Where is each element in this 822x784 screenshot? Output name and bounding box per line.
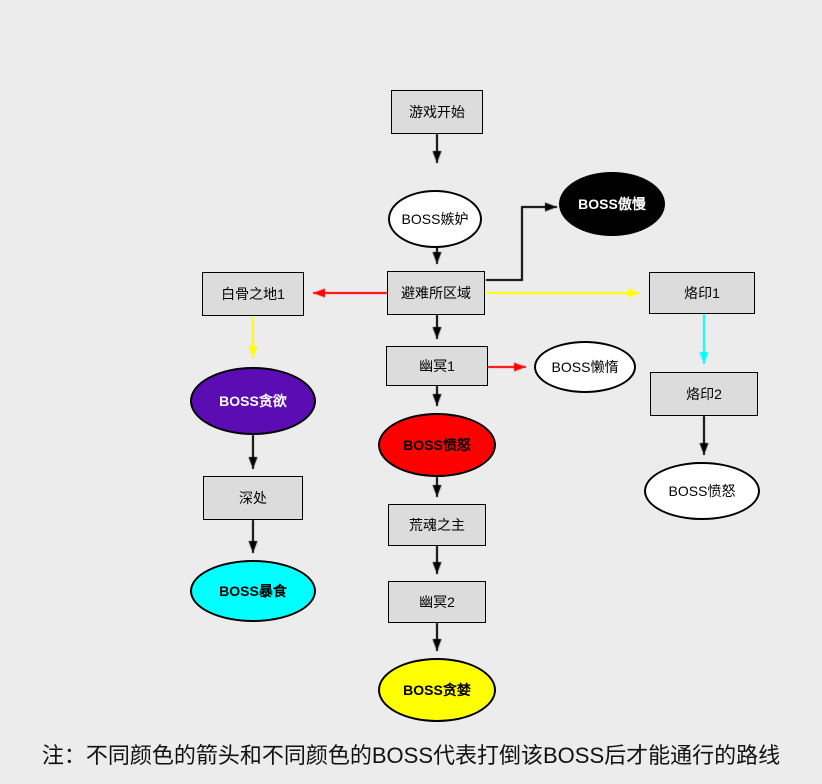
node-pride: BOSS傲慢: [559, 172, 665, 236]
node-brand1: 烙印1: [649, 272, 755, 314]
node-label: BOSS愤怒: [403, 435, 471, 455]
node-haven: 避难所区域: [387, 271, 485, 315]
caption-text: 注：不同颜色的箭头和不同颜色的BOSS代表打倒该BOSS后才能通行的路线: [0, 738, 822, 770]
node-label: BOSS贪欲: [219, 391, 287, 411]
node-label: 深处: [239, 488, 267, 508]
node-label: BOSS暴食: [219, 581, 287, 601]
node-wrath2: BOSS愤怒: [644, 462, 760, 520]
node-label: 烙印2: [686, 384, 722, 404]
node-label: BOSS懒惰: [552, 357, 619, 377]
node-label: 幽冥2: [419, 592, 455, 612]
node-brand2: 烙印2: [650, 372, 758, 416]
node-hades1: 幽冥1: [386, 346, 488, 386]
node-label: 幽冥1: [419, 356, 455, 376]
node-envy: BOSS嫉妒: [388, 190, 482, 248]
node-label: BOSS嫉妒: [402, 209, 469, 229]
node-gluttony: BOSS暴食: [190, 560, 316, 622]
node-label: 避难所区域: [401, 283, 471, 303]
node-bone1: 白骨之地1: [202, 272, 304, 316]
node-greed: BOSS贪欲: [190, 367, 316, 435]
node-label: 荒魂之主: [409, 515, 465, 535]
node-label: 烙印1: [684, 283, 720, 303]
node-label: BOSS傲慢: [578, 194, 646, 214]
node-sloth: BOSS懒惰: [534, 341, 636, 393]
node-label: BOSS贪婪: [403, 680, 471, 700]
node-label: 游戏开始: [409, 102, 465, 122]
node-label: 白骨之地1: [221, 284, 285, 304]
node-wrath1: BOSS愤怒: [378, 413, 496, 477]
node-label: BOSS愤怒: [669, 481, 736, 501]
node-start: 游戏开始: [391, 90, 483, 134]
node-depth: 深处: [203, 476, 303, 520]
node-hades2: 幽冥2: [388, 581, 486, 623]
node-lord: 荒魂之主: [388, 504, 486, 546]
node-avarice: BOSS贪婪: [378, 658, 496, 722]
